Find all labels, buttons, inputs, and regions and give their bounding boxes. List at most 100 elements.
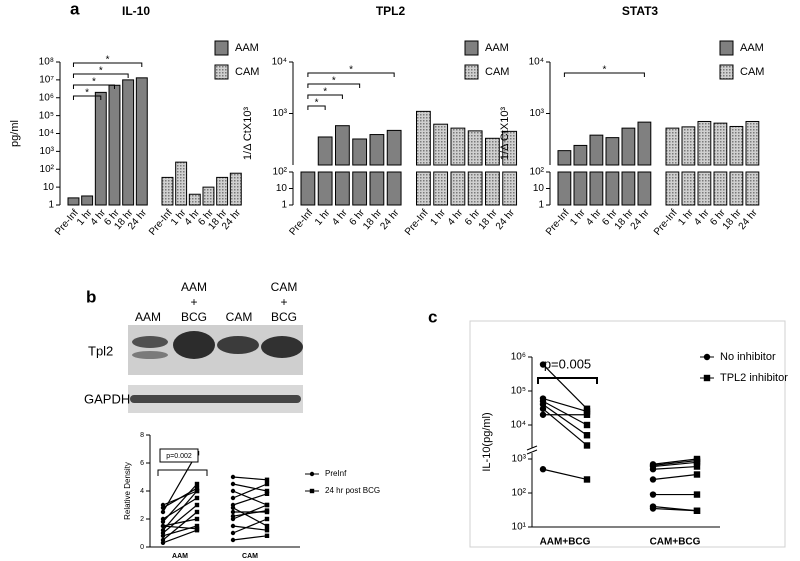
point xyxy=(583,408,591,415)
point xyxy=(160,509,166,515)
point xyxy=(583,442,591,449)
bar xyxy=(621,127,636,166)
x-tick-label: CAM xyxy=(242,553,258,560)
point xyxy=(649,491,657,498)
pair-line xyxy=(232,525,268,531)
pair-line xyxy=(652,459,698,466)
pair-line xyxy=(652,507,698,512)
bar xyxy=(67,197,80,206)
point xyxy=(264,528,270,533)
point xyxy=(160,528,166,533)
pair-line xyxy=(232,490,268,506)
y-tick-label: 10³ xyxy=(40,146,55,157)
bar xyxy=(135,77,148,206)
bar xyxy=(352,171,368,206)
band xyxy=(130,395,301,403)
bar xyxy=(229,172,242,206)
bar xyxy=(605,137,620,166)
chart-title: IL-10 xyxy=(122,4,150,18)
pair-line xyxy=(232,510,268,517)
y-tick-label: 10 xyxy=(276,183,288,194)
row-label: GAPDH xyxy=(84,391,130,406)
significance-label: * xyxy=(323,87,327,98)
point xyxy=(309,488,315,494)
significance-bracket xyxy=(72,95,102,100)
significance-bracket xyxy=(307,94,343,99)
point xyxy=(194,481,200,487)
significance-label: p=0.002 xyxy=(166,453,192,460)
bar xyxy=(317,171,333,206)
bar xyxy=(573,171,588,206)
significance-label: * xyxy=(85,88,89,99)
point xyxy=(230,537,236,543)
bar xyxy=(433,171,449,206)
bar xyxy=(202,186,215,206)
lane-label: + xyxy=(280,295,287,309)
lane-label: + xyxy=(190,295,197,309)
point xyxy=(539,405,547,412)
y-tick-label: 10 xyxy=(43,182,55,193)
lane-label: CAM xyxy=(271,280,298,294)
band xyxy=(173,331,215,359)
lane-label: BCG xyxy=(271,310,297,324)
point xyxy=(264,523,270,529)
bar xyxy=(175,161,188,206)
point xyxy=(194,526,200,531)
bar xyxy=(122,79,135,206)
bar xyxy=(697,120,712,166)
significance-bracket xyxy=(537,377,598,384)
bar xyxy=(502,130,518,166)
bar xyxy=(729,125,744,166)
pair-line xyxy=(542,468,588,481)
axis-break xyxy=(529,448,535,453)
pair-line xyxy=(232,476,268,481)
y-tick-label: 10⁴ xyxy=(529,57,544,68)
y-tick-label: 10⁷ xyxy=(39,75,54,86)
pair-line xyxy=(162,511,198,541)
band xyxy=(132,351,168,359)
significance-label: * xyxy=(99,66,103,77)
bar xyxy=(216,176,229,206)
bar xyxy=(713,122,728,166)
point xyxy=(160,516,166,522)
significance-bracket xyxy=(157,469,208,476)
point xyxy=(194,486,200,491)
pair-line xyxy=(652,458,698,465)
y-tick-label: 6 xyxy=(140,460,144,467)
point xyxy=(264,481,270,487)
bar xyxy=(621,171,636,206)
y-tick-label: 10 xyxy=(533,183,545,194)
point xyxy=(160,523,166,529)
lane-label: AAM xyxy=(135,310,161,324)
y-tick-label: 0 xyxy=(140,544,144,551)
point xyxy=(230,530,236,536)
bar xyxy=(589,134,604,166)
point xyxy=(583,432,591,439)
bar xyxy=(335,125,350,166)
y-tick-label: 10³ xyxy=(273,108,288,119)
legend-label: TPL2 inhibitor xyxy=(720,372,788,384)
significance-bracket xyxy=(72,84,115,89)
point xyxy=(230,502,236,508)
point xyxy=(230,488,236,494)
bar xyxy=(352,138,368,166)
x-tick-label: AAM xyxy=(172,553,188,560)
legend-label: AAM xyxy=(740,42,764,54)
point xyxy=(583,476,591,483)
pair-line xyxy=(232,483,268,499)
bar xyxy=(557,171,572,206)
point xyxy=(194,502,200,508)
bar xyxy=(697,171,712,206)
point xyxy=(230,514,236,519)
bar xyxy=(433,123,449,166)
y-axis-label: IL-10(pg/ml) xyxy=(481,412,493,471)
point xyxy=(539,466,547,473)
legend-swatch xyxy=(214,64,229,80)
significance-label: * xyxy=(106,55,110,66)
y-tick-label: 8 xyxy=(140,432,144,439)
point xyxy=(649,505,657,512)
y-tick-label: 10¹ xyxy=(512,522,527,533)
y-axis-label: 1/Δ CtX10³ xyxy=(242,107,254,161)
blot xyxy=(128,325,303,413)
bar xyxy=(108,84,121,206)
